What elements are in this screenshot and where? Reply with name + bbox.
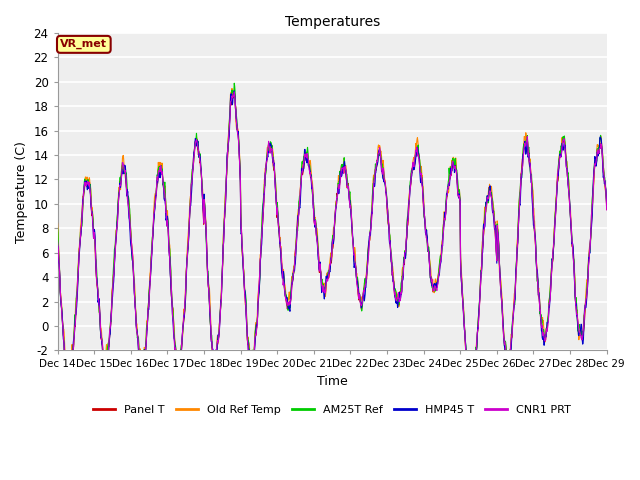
Title: Temperatures: Temperatures	[285, 15, 380, 29]
X-axis label: Time: Time	[317, 375, 348, 388]
Legend: Panel T, Old Ref Temp, AM25T Ref, HMP45 T, CNR1 PRT: Panel T, Old Ref Temp, AM25T Ref, HMP45 …	[89, 400, 575, 420]
Y-axis label: Temperature (C): Temperature (C)	[15, 141, 28, 242]
Text: VR_met: VR_met	[60, 39, 108, 49]
